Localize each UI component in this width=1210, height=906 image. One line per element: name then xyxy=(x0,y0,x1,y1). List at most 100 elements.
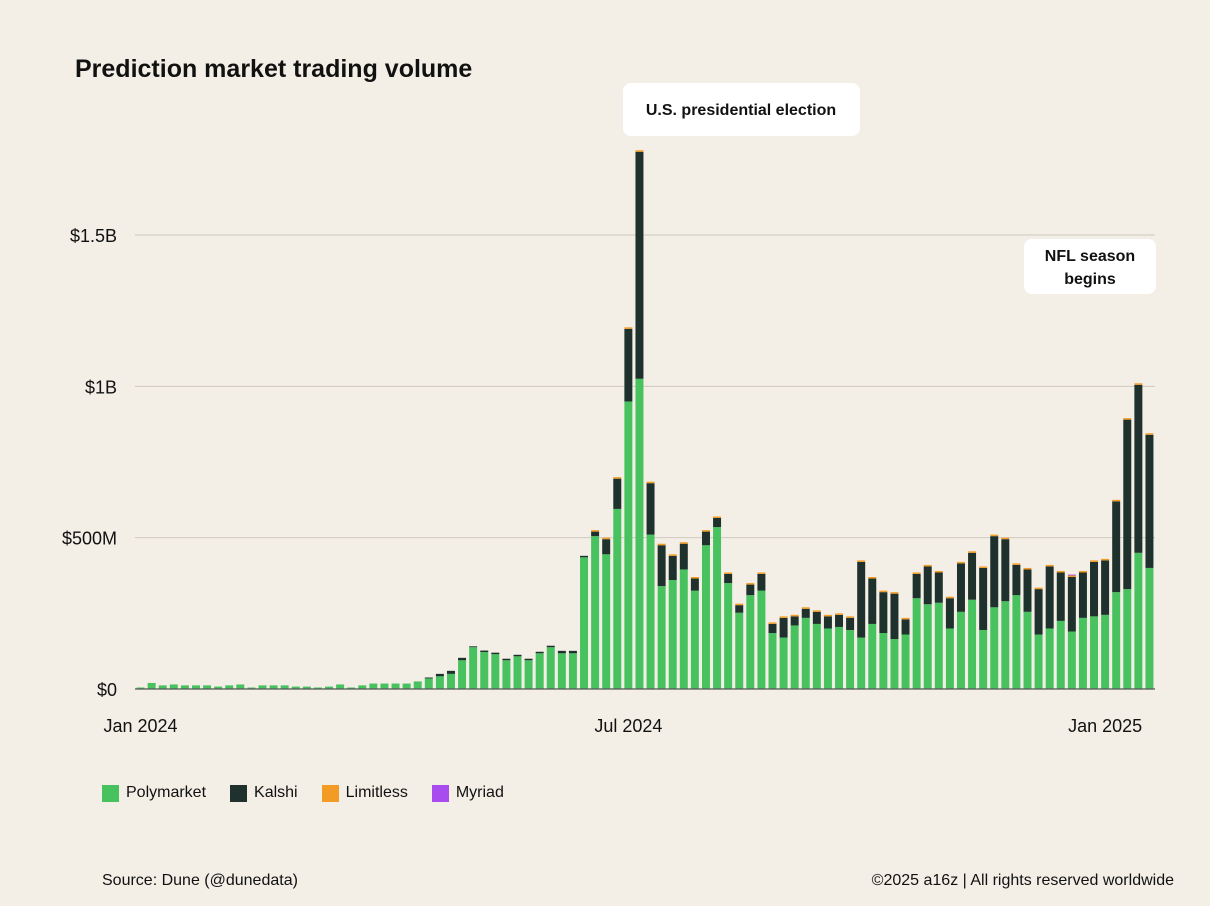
y-tick-label: $1B xyxy=(85,377,117,397)
bar-kalshi xyxy=(679,543,688,570)
annotations: U.S. presidential election NFL season begi… xyxy=(623,83,1156,294)
bar-polymarket xyxy=(158,685,167,689)
legend-swatch xyxy=(321,784,339,802)
bar-polymarket xyxy=(180,685,189,689)
bar-polymarket xyxy=(169,684,178,689)
bar-kalshi xyxy=(701,531,710,546)
bar-limitless xyxy=(1078,570,1087,573)
bar-limitless xyxy=(713,516,722,518)
bar-polymarket xyxy=(358,685,367,689)
bar-limitless xyxy=(823,614,832,617)
bar-polymarket xyxy=(336,684,345,689)
bar-polymarket xyxy=(1067,631,1076,689)
bar-polymarket xyxy=(458,660,467,689)
legend-label: Myriad xyxy=(455,784,504,801)
bar-kalshi xyxy=(1012,564,1021,596)
bar-kalshi xyxy=(790,616,799,626)
bar-polymarket xyxy=(302,686,311,689)
bar-polymarket xyxy=(779,637,788,689)
bar-polymarket xyxy=(668,580,677,689)
bar-limitless xyxy=(735,603,744,606)
bar-kalshi xyxy=(1056,572,1065,621)
bar-polymarket xyxy=(236,684,245,689)
bar-kalshi xyxy=(646,483,655,535)
bar-limitless xyxy=(879,590,888,593)
bar-polymarket xyxy=(291,686,300,689)
annotation-label: NFL season begins xyxy=(1045,248,1135,288)
bar-limitless xyxy=(779,616,788,618)
legend-item-limitless: Limitless xyxy=(321,784,408,802)
bar-kalshi xyxy=(690,578,699,591)
bar-kalshi xyxy=(502,658,511,661)
legend-label: Limitless xyxy=(345,784,408,801)
bar-polymarket xyxy=(147,682,156,689)
bar-polymarket xyxy=(1034,634,1043,689)
bar-limitless xyxy=(857,560,866,562)
legend-item-myriad: Myriad xyxy=(431,784,504,802)
bar-limitless xyxy=(679,542,688,544)
bar-polymarket xyxy=(591,536,600,689)
bar-polymarket xyxy=(801,617,810,689)
bar-kalshi xyxy=(613,478,622,509)
bar-polymarket xyxy=(491,654,500,689)
bar-polymarket xyxy=(1056,620,1065,689)
bar-polymarket xyxy=(546,647,555,689)
bar-polymarket xyxy=(446,673,455,689)
source-note: Source: Dune (@dunedata) xyxy=(102,872,298,889)
bar-limitless xyxy=(757,572,766,574)
bar-kalshi xyxy=(724,573,733,584)
bar-polymarket xyxy=(768,633,777,689)
legend-swatch xyxy=(431,784,449,802)
bar-polymarket xyxy=(557,653,566,689)
bar-polymarket xyxy=(347,687,356,689)
bar-polymarket xyxy=(835,626,844,689)
bar-polymarket xyxy=(1090,616,1099,689)
bar-polymarket xyxy=(1001,601,1010,689)
bar-kalshi xyxy=(923,566,932,605)
bar-limitless xyxy=(901,617,910,620)
bar-polymarket xyxy=(1012,595,1021,689)
bar-limitless xyxy=(934,570,943,573)
bar-limitless xyxy=(990,534,999,537)
bar-polymarket xyxy=(568,653,577,689)
bar-kalshi xyxy=(624,328,633,402)
y-axis-ticks: $0 $500M $1B $1.5B xyxy=(62,226,117,700)
bar-polymarket xyxy=(657,586,666,689)
bar-kalshi xyxy=(1112,501,1121,593)
bar-polymarket xyxy=(258,685,267,689)
bar-limitless xyxy=(1134,383,1143,385)
bar-kalshi xyxy=(668,555,677,581)
bar-limitless xyxy=(835,613,844,615)
bar-polymarket xyxy=(923,604,932,689)
bar-myriad xyxy=(1067,574,1076,576)
bar-limitless xyxy=(979,566,988,568)
bar-limitless xyxy=(1090,560,1099,562)
bar-polymarket xyxy=(225,685,234,689)
annotation-label: U.S. presidential election xyxy=(646,102,836,119)
bar-polymarket xyxy=(868,623,877,689)
legend: Polymarket Kalshi Limitless Myriad xyxy=(102,784,504,802)
y-tick-label: $500M xyxy=(62,529,117,549)
bar-kalshi xyxy=(1145,434,1154,568)
bar-polymarket xyxy=(1123,589,1132,689)
bar-polymarket xyxy=(823,628,832,689)
bar-kalshi xyxy=(568,650,577,654)
bar-kalshi xyxy=(979,567,988,630)
legend-swatch xyxy=(102,784,119,802)
bar-polymarket xyxy=(1078,617,1087,689)
bar-kalshi xyxy=(812,611,821,624)
bar-polymarket xyxy=(945,628,954,689)
bar-limitless xyxy=(1045,564,1054,567)
bar-kalshi xyxy=(779,617,788,638)
copyright-note: ©2025 a16z | All rights reserved worldwi… xyxy=(871,872,1174,889)
bar-polymarket xyxy=(1045,628,1054,689)
bar-kalshi xyxy=(491,652,500,655)
bar-kalshi xyxy=(934,572,943,603)
bar-limitless xyxy=(923,564,932,567)
bar-kalshi xyxy=(868,578,877,624)
bar-limitless xyxy=(812,610,821,612)
bar-kalshi xyxy=(602,539,611,555)
bar-limitless xyxy=(591,530,600,532)
bar-polymarket xyxy=(1101,614,1110,689)
